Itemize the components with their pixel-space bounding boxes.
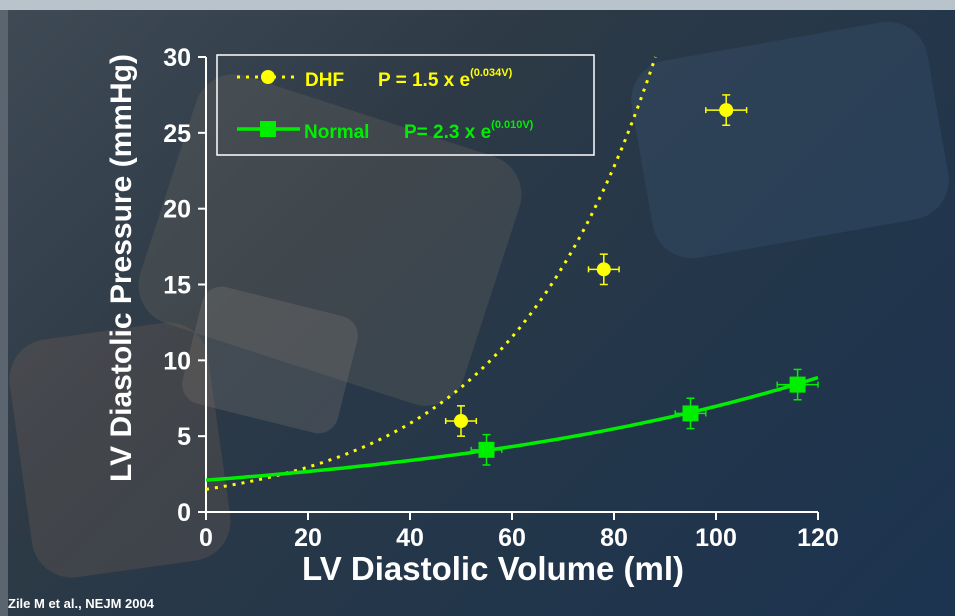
normal-data-point: [776, 368, 819, 401]
circle-marker: [454, 414, 468, 428]
top-band: [0, 0, 955, 10]
legend-normal-equation: P= 2.3 x e(0.010V): [404, 119, 534, 143]
data-points: [444, 94, 819, 466]
legend-normal-exponent: (0.010V): [491, 119, 534, 131]
square-marker: [789, 376, 806, 393]
x-tick-label: 120: [797, 524, 839, 552]
y-tick-label: 30: [163, 44, 191, 72]
x-tick-label: 60: [498, 524, 526, 552]
y-tick-label: 10: [163, 347, 191, 375]
x-tick-label: 80: [600, 524, 628, 552]
dhf-data-point: [705, 94, 748, 126]
legend-dhf-exponent: (0.034V): [470, 67, 513, 79]
left-frame: [0, 10, 8, 616]
legend-box: [216, 54, 595, 156]
circle-marker: [596, 262, 611, 277]
normal-fit-curve: [205, 375, 819, 482]
x-tick-label: 0: [199, 524, 213, 552]
axes: [198, 56, 819, 520]
fit-curves: [205, 56, 819, 491]
dhf-data-point: [444, 405, 478, 437]
legend-normal-name: Normal: [304, 122, 369, 143]
normal-data-point: [674, 397, 707, 430]
citation: Zile M et al., NEJM 2004: [8, 596, 154, 611]
square-marker: [478, 441, 495, 458]
dhf-data-point: [587, 253, 620, 286]
legend: DHF P = 1.5 x e(0.034V) Normal P= 2.3 x …: [216, 54, 595, 156]
legend-normal-marker: [260, 121, 276, 137]
x-axis-label: LV Diastolic Volume (ml): [302, 550, 684, 587]
x-tick-label: 40: [396, 524, 424, 552]
y-tick-label: 25: [163, 120, 191, 148]
x-tick-label: 100: [695, 524, 737, 552]
legend-dhf-equation: P = 1.5 x e(0.034V): [378, 67, 513, 91]
legend-dhf-name: DHF: [305, 70, 344, 91]
y-tick-label: 5: [177, 423, 191, 451]
legend-dhf-marker: [261, 70, 275, 84]
y-tick-label: 0: [177, 499, 191, 527]
normal-data-point: [470, 433, 503, 466]
square-marker: [682, 405, 699, 422]
tick-labels: 0 5 10 15 20 25 30 0 20 40 60 80 100 120: [163, 44, 839, 552]
y-axis-label: LV Diastolic Pressure (mmHg): [105, 54, 138, 482]
legend-normal-equation-text: P= 2.3 x e: [404, 122, 491, 143]
legend-dhf-equation-text: P = 1.5 x e: [378, 70, 470, 91]
y-tick-label: 20: [163, 196, 191, 224]
x-tick-label: 20: [294, 524, 322, 552]
y-tick-label: 15: [163, 272, 191, 300]
circle-marker: [719, 103, 734, 118]
